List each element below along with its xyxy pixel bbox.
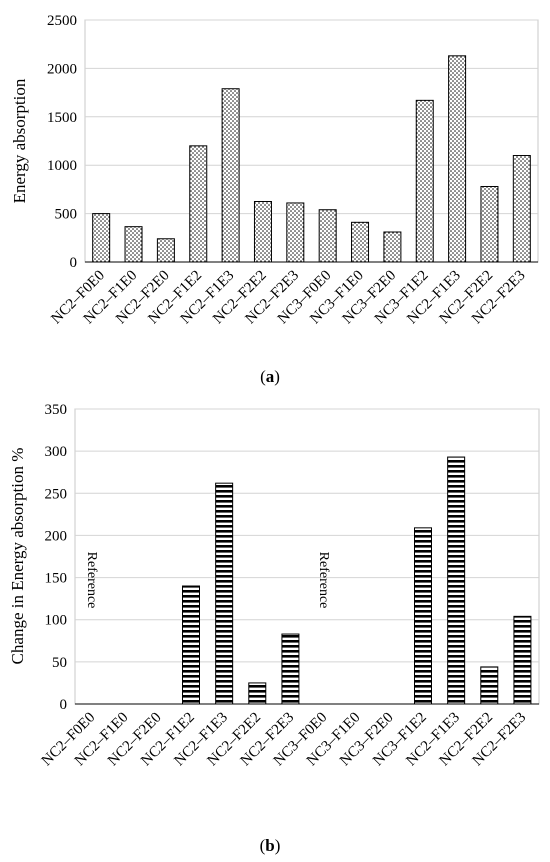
bar xyxy=(92,213,111,263)
chart-b: 0 50 100 150 200 250 300 350 NC2–F0E0NC2–F1E0NC… xyxy=(8,402,540,855)
y-tick-label: 0 xyxy=(70,255,78,271)
bar xyxy=(480,185,499,263)
bar xyxy=(447,456,466,705)
chart-b-y-axis-title: Change in Energy absorption % xyxy=(8,448,27,665)
chart-a-y-axis-title: Energy absorption xyxy=(10,78,29,203)
y-tick-label: 50 xyxy=(52,655,67,671)
bar xyxy=(215,482,234,705)
y-tick-label: 1500 xyxy=(47,110,77,126)
bar xyxy=(383,231,402,263)
y-tick-label: 100 xyxy=(45,613,68,629)
bar xyxy=(286,202,305,263)
bar xyxy=(124,226,143,263)
chart-b-gridlines xyxy=(75,408,539,663)
bar xyxy=(189,145,208,263)
chart-a-y-tick-labels: 0 500 1000 1500 2000 2500 xyxy=(47,13,77,271)
bar xyxy=(182,585,200,705)
bar xyxy=(448,55,467,263)
chart-b-bars xyxy=(182,456,532,705)
bar xyxy=(513,615,532,705)
y-tick-label: 2500 xyxy=(47,13,77,29)
chart-b-plot-frame xyxy=(74,408,540,705)
chart-b-category-labels: NC2–F0E0NC2–F1E0NC2–F2E0NC2–F1E2NC2–F1E3… xyxy=(39,710,529,770)
bar xyxy=(156,238,175,263)
y-tick-label: 250 xyxy=(45,486,68,502)
reference-annotation-2: Reference xyxy=(316,552,331,609)
chart-a-plot-frame xyxy=(84,19,539,263)
chart-a-category-labels: NC2–F0E0NC2–F1E0NC2–F2E0NC2–F1E2NC2–F1E3… xyxy=(48,268,528,328)
bar xyxy=(351,221,370,263)
y-tick-label: 200 xyxy=(45,528,68,544)
y-tick-label: 0 xyxy=(60,697,68,713)
y-tick-label: 2000 xyxy=(47,61,77,77)
chart-b-y-tick-labels: 0 50 100 150 200 250 300 350 xyxy=(45,402,68,713)
y-tick-label: 1000 xyxy=(47,158,77,174)
bar xyxy=(415,99,434,263)
chart-a-gridlines xyxy=(85,19,538,215)
y-tick-label: 350 xyxy=(45,402,68,418)
y-tick-label: 150 xyxy=(45,571,68,587)
chart-a-panel-label: (a) xyxy=(260,367,280,386)
chart-a: 0 500 1000 1500 2000 2500 NC2–F0E0NC2–F1E0NC2… xyxy=(10,13,539,386)
bar xyxy=(281,633,300,705)
bar xyxy=(414,527,432,705)
bar xyxy=(253,201,272,263)
bar xyxy=(221,88,240,263)
reference-annotation-1: Reference xyxy=(84,552,99,609)
y-tick-label: 500 xyxy=(55,207,78,223)
bar xyxy=(248,682,267,705)
bar xyxy=(512,155,531,263)
y-tick-label: 300 xyxy=(45,444,68,460)
bar xyxy=(318,209,337,263)
chart-b-panel-label: (b) xyxy=(260,836,281,855)
chart-a-bars xyxy=(92,55,531,263)
bar xyxy=(480,666,499,705)
